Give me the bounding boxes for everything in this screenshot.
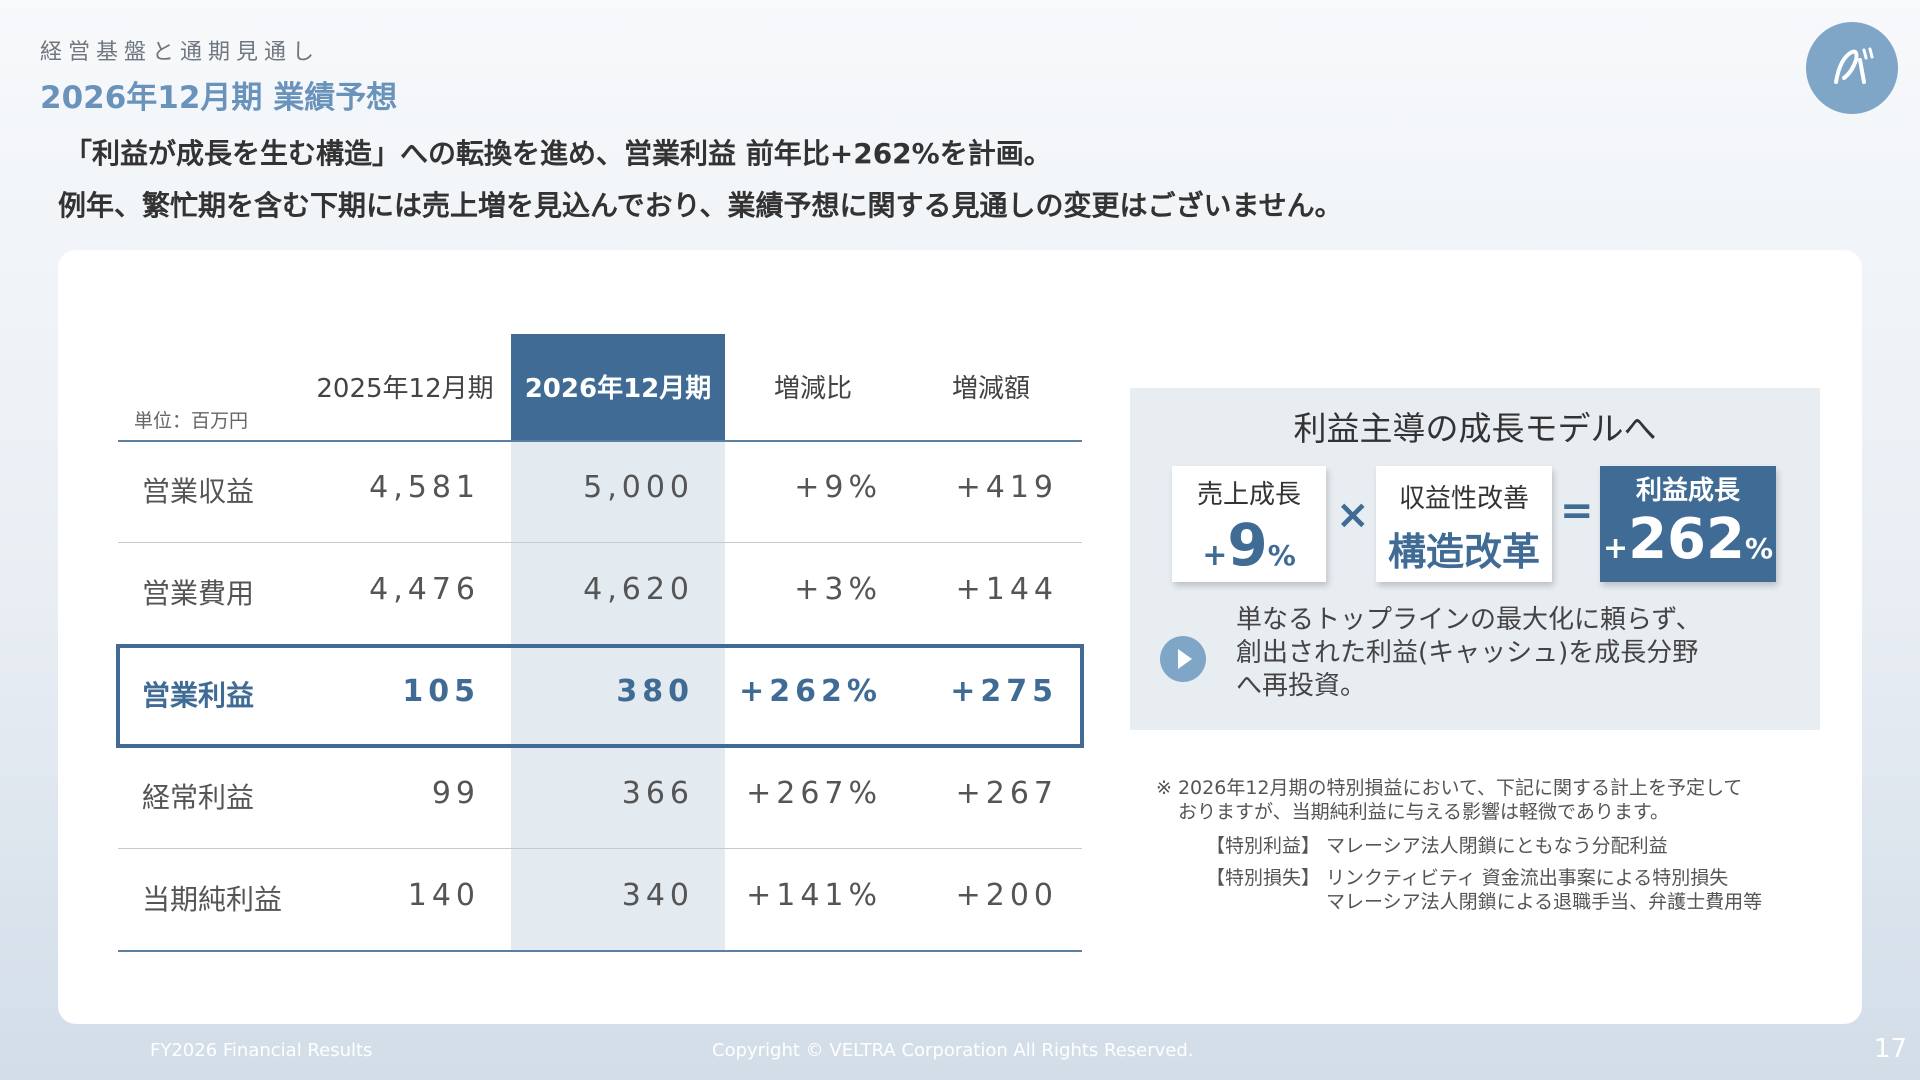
table-row: 営業費用 4,476 4,620 +3% +144	[118, 542, 1082, 644]
profit-growth-suffix: %	[1744, 532, 1774, 565]
forecast-table: 2025年12月期 2026年12月期 増減比 増減額 単位：百万円 営業収益 …	[116, 334, 1084, 954]
note-line-1: ※ 2026年12月期の特別損益において、下記に関する計上を予定して	[1156, 777, 1743, 799]
profitability-value: 構造改革	[1387, 530, 1540, 574]
cell-ratio: +9%	[794, 470, 882, 505]
footer-left: FY2026 Financial Results	[150, 1040, 373, 1061]
cell-ratio: +267%	[746, 776, 882, 811]
highlight-column-header	[511, 334, 725, 440]
row-label: 営業利益	[142, 679, 255, 712]
note-item-value-2: マレーシア法人閉鎖による退職手当、弁護士費用等	[1326, 891, 1763, 913]
cell-ratio: +141%	[746, 878, 882, 913]
special-items-notes: ※ 2026年12月期の特別損益において、下記に関する計上を予定して おりますが…	[1156, 776, 1762, 914]
note-item: 【特別利益】 マレーシア法人閉鎖にともなう分配利益	[1156, 834, 1762, 858]
note-item-value: リンクティビティ 資金流出事案による特別損失	[1326, 867, 1729, 889]
table-row: 経常利益 99 366 +267% +267	[118, 746, 1082, 848]
cell-diff: +200	[955, 878, 1058, 913]
page-number: 17	[1874, 1034, 1908, 1064]
cell-fy2026: 4,620	[583, 572, 694, 607]
cell-ratio: +3%	[794, 572, 882, 607]
table-bottom-rule	[118, 950, 1082, 952]
table-row: 営業収益 4,581 5,000 +9% +419	[118, 440, 1082, 542]
times-operator: ×	[1336, 492, 1370, 538]
row-divider	[118, 848, 1082, 849]
cell-diff: +267	[955, 776, 1058, 811]
note-item-value: マレーシア法人閉鎖にともなう分配利益	[1326, 835, 1668, 857]
cell-fy2026: 380	[616, 674, 694, 709]
col-header-fy2026: 2026年12月期	[524, 374, 712, 404]
panel-description: 単なるトップラインの最大化に頼らず、 創出された利益(キャッシュ)を成長分野 へ…	[1236, 604, 1702, 703]
cell-fy2025: 105	[402, 674, 480, 709]
table-row: 当期純利益 140 340 +141% +200	[118, 848, 1082, 950]
note-item-key: 【特別損失】	[1206, 867, 1321, 889]
profit-growth-label: 利益成長	[1635, 476, 1740, 506]
panel-text-line: へ再投資。	[1236, 671, 1367, 701]
highlight-row-frame	[116, 644, 1084, 748]
sales-growth-box: 売上成長 +9%	[1172, 466, 1326, 582]
cell-fy2025: 4,581	[369, 470, 480, 505]
panel-text-line: 単なるトップラインの最大化に頼らず、	[1236, 605, 1702, 635]
veltra-logo-icon	[1806, 22, 1898, 114]
row-label: 当期純利益	[142, 883, 283, 916]
unit-label: 単位：百万円	[134, 410, 249, 432]
row-label: 営業費用	[142, 577, 255, 610]
cell-ratio: +262%	[739, 674, 882, 709]
panel-text-line: 創出された利益(キャッシュ)を成長分野	[1236, 638, 1699, 668]
row-label: 経常利益	[142, 781, 255, 814]
page-title: 2026年12月期 業績予想	[40, 80, 398, 116]
panel-title: 利益主導の成長モデルへ	[1293, 409, 1657, 448]
header-divider	[118, 440, 1082, 442]
sales-growth-value: 9	[1227, 511, 1268, 579]
cell-fy2025: 140	[407, 878, 480, 913]
profitability-box: 収益性改善 構造改革	[1376, 466, 1552, 582]
col-header-fy2025: 2025年12月期	[316, 374, 494, 404]
cell-fy2026: 340	[621, 878, 694, 913]
equals-operator: =	[1560, 488, 1594, 534]
col-header-ratio: 増減比	[773, 374, 852, 404]
play-circle-icon	[1160, 636, 1206, 682]
growth-model-panel: 利益主導の成長モデルへ 売上成長 +9% × 収益性改善 構造改革 = 利益成長…	[1130, 388, 1820, 730]
profit-growth-prefix: +	[1602, 531, 1629, 566]
profitability-label: 収益性改善	[1398, 484, 1529, 514]
table-row-highlighted: 営業利益 105 380 +262% +275	[118, 644, 1082, 746]
col-header-diff: 増減額	[951, 374, 1030, 404]
cell-fy2026: 366	[621, 776, 694, 811]
note-item-key: 【特別利益】	[1206, 835, 1321, 857]
note-item: 【特別損失】 リンクティビティ 資金流出事案による特別損失 マレーシア法人閉鎖に…	[1156, 866, 1762, 914]
row-label: 営業収益	[142, 475, 255, 508]
lead-line-1: 「利益が成長を生む構造」への転換を進め、営業利益 前年比+262%を計画。	[64, 137, 1052, 170]
profit-growth-value: 262	[1628, 507, 1745, 572]
sales-growth-prefix: +	[1202, 538, 1228, 573]
sales-growth-suffix: %	[1267, 539, 1296, 572]
cell-fy2025: 99	[431, 776, 480, 811]
cell-diff: +144	[955, 572, 1058, 607]
section-kicker: 経営基盤と通期見通し	[40, 40, 321, 65]
footer-copyright: Copyright © VELTRA Corporation All Right…	[712, 1040, 1194, 1061]
cell-diff: +419	[955, 470, 1058, 505]
row-divider	[118, 542, 1082, 543]
sales-growth-label: 売上成長	[1196, 480, 1301, 510]
cell-fy2025: 4,476	[369, 572, 480, 607]
cell-fy2026: 5,000	[583, 470, 694, 505]
lead-line-2: 例年、繁忙期を含む下期には売上増を見込んでおり、業績予想に関する見通しの変更はご…	[58, 189, 1343, 222]
profit-growth-box: 利益成長 +262%	[1600, 466, 1776, 582]
note-line-2: おりますが、当期純利益に与える影響は軽微であります。	[1178, 801, 1669, 823]
cell-diff: +275	[950, 674, 1058, 709]
